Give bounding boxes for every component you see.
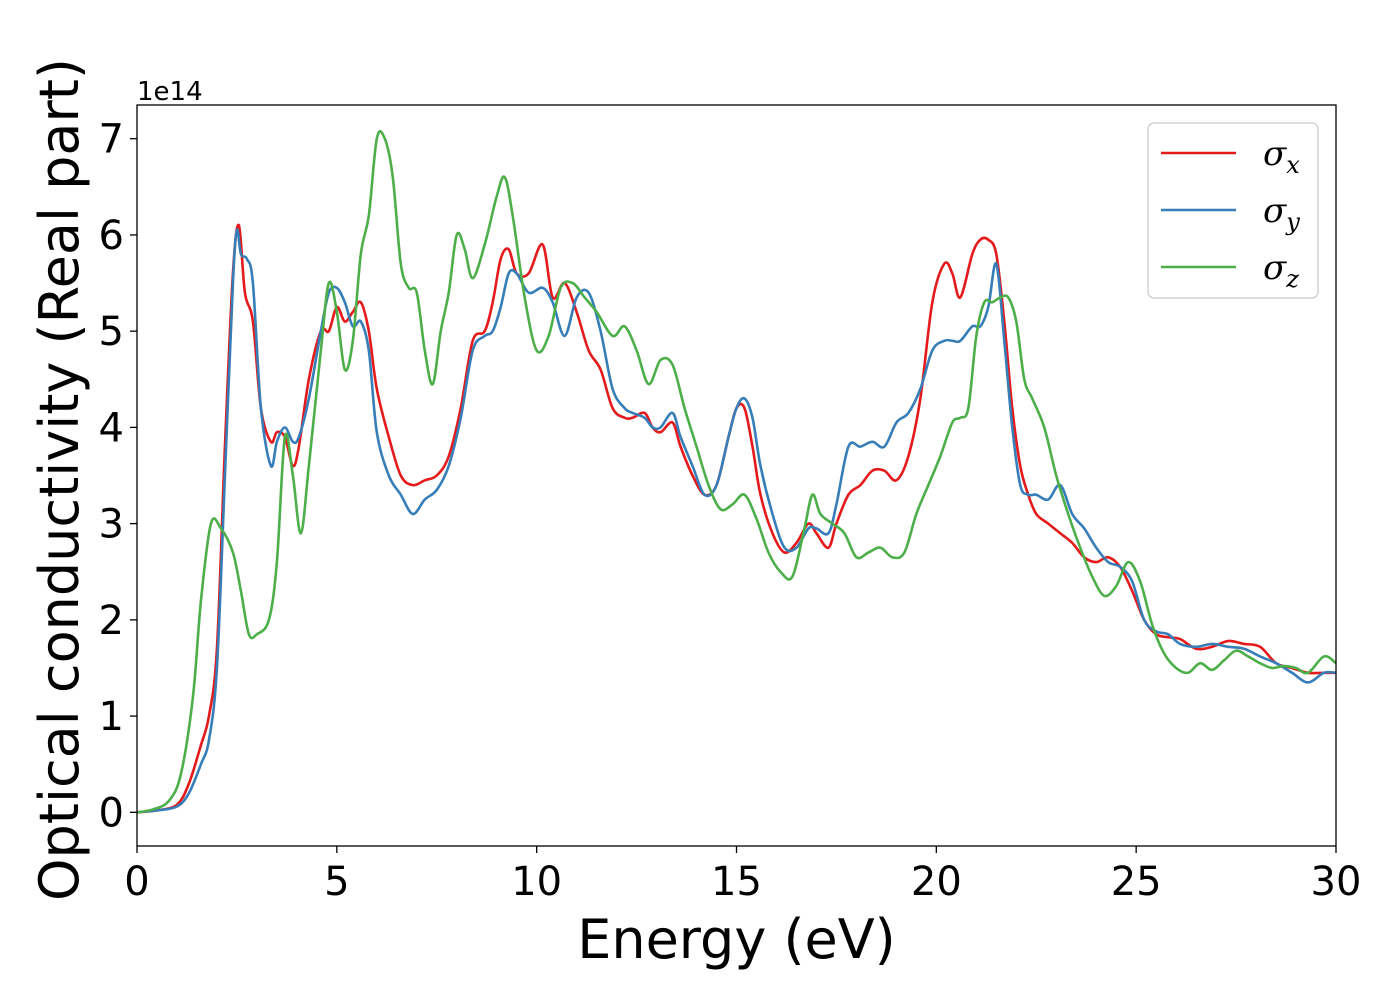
y-tick-label: 7: [99, 117, 124, 163]
y-tick-label: 3: [99, 502, 124, 548]
x-tick-label: 5: [324, 859, 349, 905]
legend: σx σy σz: [1147, 122, 1319, 299]
series-line-z: [137, 130, 1336, 814]
y-tick-label: 4: [99, 405, 124, 451]
y-tick-label: 5: [99, 309, 124, 355]
x-tick-label: 0: [124, 859, 149, 905]
x-tick-label: 10: [511, 859, 562, 905]
y-axis-label: Optical conductivity (Real part): [28, 58, 91, 901]
y-tick-label: 1: [99, 694, 124, 740]
y-tick-label: 6: [99, 213, 124, 259]
y-axis-offset-text: 1e14: [137, 77, 203, 107]
x-tick-label: 20: [911, 859, 962, 905]
legend-label-y: σy: [1263, 191, 1300, 236]
series-layer: [137, 130, 1336, 814]
x-tick-label: 15: [711, 859, 762, 905]
y-tick-label: 2: [99, 598, 124, 644]
x-axis-label: Energy (eV): [577, 908, 896, 971]
legend-label-z: σz: [1263, 248, 1299, 293]
x-tick-label: 30: [1311, 859, 1362, 905]
series-line-x: [137, 223, 1336, 814]
y-tick-label: 0: [99, 790, 124, 836]
series-line-y: [137, 228, 1336, 814]
x-tick-label: 25: [1111, 859, 1162, 905]
y-axis-ticks: 0 1 2 3 4 5 6 7: [99, 117, 137, 836]
legend-label-x: σx: [1263, 134, 1300, 179]
x-axis-ticks: 0 5 10 15 20 25 30: [124, 846, 1361, 905]
